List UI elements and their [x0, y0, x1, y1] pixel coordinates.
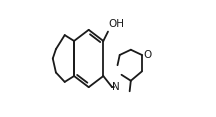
Text: N: N [112, 82, 120, 92]
Text: O: O [143, 50, 152, 60]
Text: OH: OH [108, 19, 124, 29]
